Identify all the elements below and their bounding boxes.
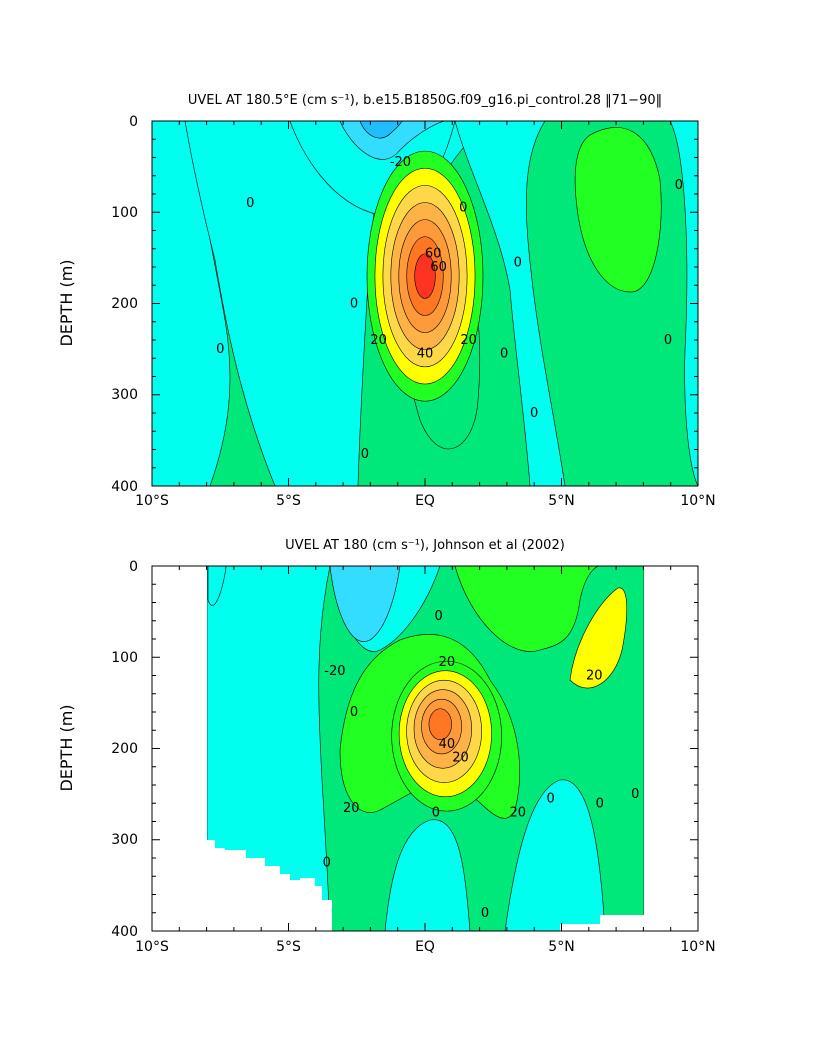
contour-label: 20 <box>586 669 603 684</box>
contour-label: 0 <box>530 406 538 421</box>
x-tick-label: EQ <box>415 939 435 955</box>
mask-southeast <box>560 915 644 931</box>
contour-label: 0 <box>216 342 224 357</box>
x-tick-label: 5°S <box>276 939 301 955</box>
contour-label: 0 <box>500 347 508 362</box>
contour-label: 0 <box>246 196 254 211</box>
y-axis-label: DEPTH (m) <box>57 259 76 346</box>
contour-label: 60 <box>425 246 442 261</box>
contour-label: -20 <box>324 664 345 679</box>
y-tick-label: 300 <box>111 387 138 403</box>
fill-level-neg10-deep <box>384 819 471 931</box>
contour-label: 0 <box>481 906 489 921</box>
mask-east <box>644 566 698 931</box>
y-tick-labels: 0 100 200 300 400 <box>111 559 138 940</box>
contour-label: 0 <box>514 255 522 270</box>
fill-level-neg10-east-deep <box>504 779 606 931</box>
contour-label: 0 <box>459 201 467 216</box>
panel-title: UVEL AT 180 (cm s⁻¹), Johnson et al (200… <box>285 538 565 553</box>
x-tick-label: EQ <box>415 493 435 509</box>
y-tick-label: 400 <box>111 479 138 495</box>
y-axis-label: DEPTH (m) <box>57 704 76 791</box>
contour-label: 40 <box>417 347 434 362</box>
contour-label: 20 <box>452 751 469 766</box>
contour-label: 20 <box>343 801 360 816</box>
x-tick-label: 5°N <box>548 939 574 955</box>
fill-level-10-northeast <box>454 566 601 652</box>
fill-level-neg10-corner <box>207 566 227 606</box>
x-tick-label: 10°N <box>680 493 715 509</box>
contour-label: 0 <box>596 796 604 811</box>
contour-label: 0 <box>546 792 554 807</box>
contour-label: 0 <box>432 805 440 820</box>
y-tick-label: 200 <box>111 741 138 757</box>
y-tick-label: 300 <box>111 832 138 848</box>
x-tick-label: 5°N <box>548 493 574 509</box>
contour-label: 20 <box>510 805 527 820</box>
x-tick-label: 5°S <box>276 493 301 509</box>
jet-core <box>366 150 484 402</box>
contour-label: 0 <box>664 333 672 348</box>
mask-southwest <box>207 840 332 931</box>
y-tick-label: 100 <box>111 650 138 666</box>
contour-label: 0 <box>350 705 358 720</box>
fill-level-neg10-east <box>454 121 566 486</box>
fill-level-neg10-west <box>207 566 331 931</box>
core-contour-level <box>428 708 452 740</box>
contour-label: 0 <box>350 297 358 312</box>
jet-core <box>391 660 502 812</box>
contour-label: 20 <box>439 655 456 670</box>
fill-level-neg20 <box>329 566 401 642</box>
contour-label: 0 <box>361 447 369 462</box>
y-tick-label: 400 <box>111 924 138 940</box>
y-tick-label: 0 <box>129 114 138 130</box>
mask-west <box>152 566 207 931</box>
x-tick-labels: 10°S 5°S EQ 5°N 10°N <box>135 939 716 955</box>
axis-ticks <box>151 120 699 487</box>
x-tick-label: 10°S <box>135 939 169 955</box>
y-tick-labels: 0 100 200 300 400 <box>111 114 138 495</box>
y-tick-label: 0 <box>129 559 138 575</box>
panel-observations: UVEL AT 180 (cm s⁻¹), Johnson et al (200… <box>57 538 716 955</box>
panel-model: UVEL AT 180.5°E (cm s⁻¹), b.e15.B1850G.f… <box>57 93 716 509</box>
contour-label: 20 <box>370 333 387 348</box>
contour-label: 0 <box>631 787 639 802</box>
x-tick-label: 10°S <box>135 493 169 509</box>
x-tick-label: 10°N <box>680 939 715 955</box>
core-contour-level <box>414 253 436 299</box>
contour-label: 20 <box>460 333 477 348</box>
panel-title: UVEL AT 180.5°E (cm s⁻¹), b.e15.B1850G.f… <box>188 93 662 108</box>
fill-level-20-east <box>569 587 628 689</box>
contour-label: 0 <box>323 856 331 871</box>
contour-label: -20 <box>390 155 411 170</box>
y-tick-label: 100 <box>111 205 138 221</box>
axis-ticks <box>151 565 699 932</box>
x-tick-labels: 10°S 5°S EQ 5°N 10°N <box>135 493 716 509</box>
fill-level-10-east <box>574 127 662 293</box>
y-tick-label: 200 <box>111 296 138 312</box>
contour-label: 60 <box>430 260 447 275</box>
contour-label: 0 <box>675 178 683 193</box>
missing-data-mask <box>152 566 698 931</box>
contour-label: 0 <box>435 609 443 624</box>
contour-label: 40 <box>439 737 456 752</box>
